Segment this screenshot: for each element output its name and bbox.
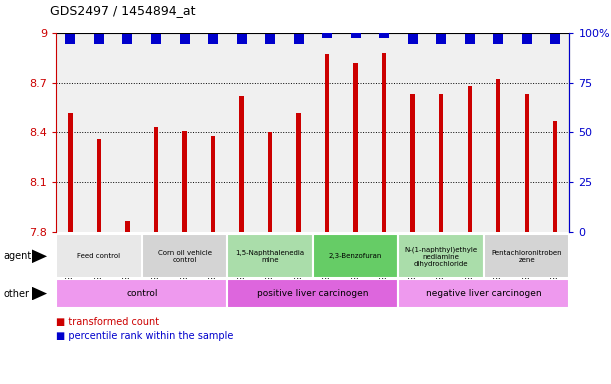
- Bar: [182, 131, 187, 232]
- Bar: [284, 33, 313, 232]
- Bar: [113, 33, 142, 232]
- Bar: [56, 33, 85, 232]
- Bar: [541, 33, 569, 232]
- Text: ■ percentile rank within the sample: ■ percentile rank within the sample: [56, 331, 233, 341]
- Bar: [154, 127, 158, 232]
- Bar: [97, 139, 101, 232]
- Text: Pentachloronitroben
zene: Pentachloronitroben zene: [491, 250, 562, 263]
- Text: ■ transformed count: ■ transformed count: [56, 317, 159, 327]
- Bar: [125, 221, 130, 232]
- Bar: [382, 53, 386, 232]
- Bar: [240, 96, 244, 232]
- Bar: [496, 79, 500, 232]
- Bar: [256, 33, 284, 232]
- Bar: [513, 33, 541, 232]
- Bar: [325, 54, 329, 232]
- Text: 2,3-Benzofuran: 2,3-Benzofuran: [329, 253, 382, 259]
- Bar: [353, 63, 358, 232]
- Bar: [142, 33, 170, 232]
- Bar: [227, 234, 313, 278]
- Bar: [398, 234, 484, 278]
- Bar: [227, 33, 256, 232]
- Polygon shape: [32, 286, 47, 300]
- Bar: [342, 33, 370, 232]
- Text: other: other: [3, 288, 29, 299]
- Text: agent: agent: [3, 251, 31, 262]
- Bar: [455, 33, 484, 232]
- Bar: [296, 113, 301, 232]
- Bar: [68, 113, 73, 232]
- Bar: [199, 33, 227, 232]
- Bar: [56, 279, 227, 308]
- Text: GDS2497 / 1454894_at: GDS2497 / 1454894_at: [50, 4, 196, 17]
- Bar: [211, 136, 215, 232]
- Text: N-(1-naphthyl)ethyle
nediamine
dihydrochloride: N-(1-naphthyl)ethyle nediamine dihydroch…: [404, 246, 478, 266]
- Bar: [484, 234, 569, 278]
- Text: control: control: [126, 289, 158, 298]
- Bar: [411, 94, 415, 232]
- Bar: [398, 279, 569, 308]
- Text: negative liver carcinogen: negative liver carcinogen: [426, 289, 542, 298]
- Bar: [524, 94, 529, 232]
- Text: 1,5-Naphthalenedia
mine: 1,5-Naphthalenedia mine: [235, 250, 305, 263]
- Polygon shape: [32, 250, 47, 263]
- Bar: [439, 94, 443, 232]
- Bar: [170, 33, 199, 232]
- Bar: [553, 121, 557, 232]
- Bar: [398, 33, 427, 232]
- Text: Corn oil vehicle
control: Corn oil vehicle control: [158, 250, 211, 263]
- Bar: [427, 33, 455, 232]
- Bar: [484, 33, 513, 232]
- Bar: [313, 33, 342, 232]
- Bar: [56, 234, 142, 278]
- Bar: [227, 279, 398, 308]
- Text: positive liver carcinogen: positive liver carcinogen: [257, 289, 368, 298]
- Bar: [467, 86, 472, 232]
- Text: Feed control: Feed control: [78, 253, 120, 259]
- Bar: [370, 33, 398, 232]
- Bar: [268, 132, 273, 232]
- Bar: [85, 33, 113, 232]
- Bar: [313, 234, 398, 278]
- Bar: [142, 234, 227, 278]
